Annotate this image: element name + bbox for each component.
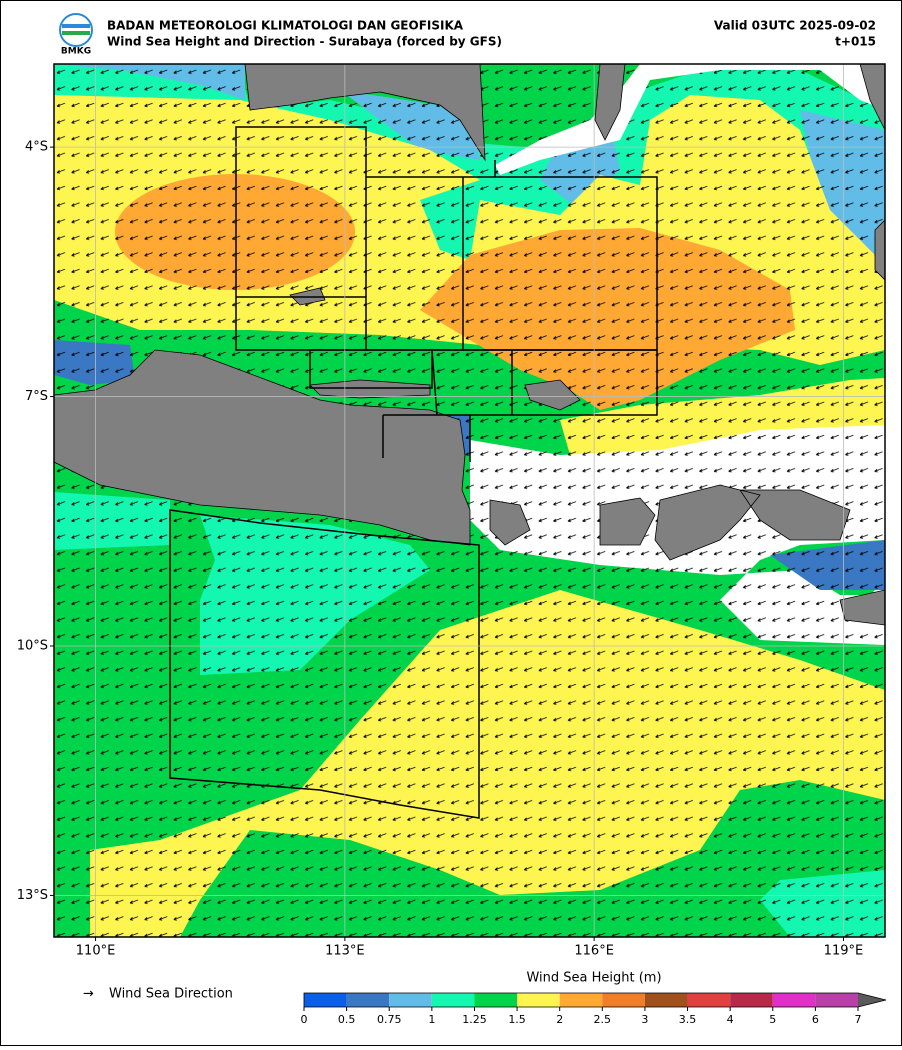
- colorbar-tick-label: 0: [301, 1013, 308, 1026]
- colorbar-outline: [303, 992, 887, 1008]
- x-tick-label: 110°E: [76, 944, 116, 959]
- y-tick-label: 7°S: [25, 389, 48, 404]
- logo: BMKG: [59, 13, 93, 57]
- small-islands: [289, 287, 581, 411]
- y-tick-label: 4°S: [25, 140, 48, 155]
- gridlines: [54, 64, 885, 937]
- legend-label: Wind Sea Direction: [109, 987, 233, 1002]
- colorbar-swatch: [687, 993, 731, 1007]
- land-north: [594, 64, 885, 281]
- madura: [309, 379, 431, 399]
- valid-time: Valid 03UTC 2025-09-02: [714, 19, 876, 33]
- lead-time: t+015: [835, 35, 876, 49]
- colorbar: 0 0.5 0.75 1 1.25 1.5 2 2.5 3 3.5 4 5 6 7: [301, 992, 887, 1026]
- colorbar-extension: [858, 993, 886, 1007]
- colorbar-title: Wind Sea Height (m): [526, 971, 661, 986]
- colorbar-tick-label: 4: [727, 1013, 734, 1026]
- colorbar-swatch: [431, 993, 475, 1007]
- colorbar-tick-label: 2.5: [594, 1013, 612, 1026]
- colorbar-swatch: [517, 993, 560, 1007]
- colorbar-swatch: [815, 993, 858, 1007]
- forecast-zones: [169, 126, 658, 819]
- y-tick-label: 10°S: [17, 639, 48, 654]
- colorbar-tick-label: 1.25: [462, 1013, 487, 1026]
- colorbar-swatch: [602, 993, 645, 1007]
- colorbar-swatch: [346, 993, 390, 1007]
- colorbar-tick-label: 2: [556, 1013, 563, 1026]
- colorbar-swatch: [772, 993, 816, 1007]
- colorbar-tick-label: 6: [812, 1013, 819, 1026]
- colorbar-tick-label: 1.5: [508, 1013, 526, 1026]
- y-tick-label: 13°S: [17, 888, 48, 903]
- colorbar-swatch: [389, 993, 432, 1007]
- x-tick-label: 119°E: [824, 944, 864, 959]
- x-tick-label: 116°E: [574, 944, 614, 959]
- kalimantan: [244, 64, 486, 162]
- colorbar-swatch: [559, 993, 603, 1007]
- map-frame: [53, 63, 886, 938]
- x-tick-label: 113°E: [325, 944, 365, 959]
- logo-text: BMKG: [61, 47, 91, 57]
- colorbar-swatch: [474, 993, 518, 1007]
- java: [54, 349, 471, 546]
- no-data-north: [495, 64, 885, 175]
- colorbar-swatch: [644, 993, 688, 1007]
- colorbar-tick-label: 0.75: [377, 1013, 402, 1026]
- map-area: [54, 64, 885, 937]
- org-name: BADAN METEOROLOGI KLIMATOLOGI DAN GEOFIS…: [107, 19, 464, 33]
- colorbar-swatch: [730, 993, 773, 1007]
- colorbar-swatch: [304, 993, 347, 1007]
- colorbar-tick-label: 3: [641, 1013, 648, 1026]
- nusa-tenggara: [489, 484, 885, 626]
- legend-symbol: →: [83, 987, 94, 1002]
- colorbar-tick-label: 1: [428, 1013, 435, 1026]
- colorbar-tick-label: 7: [855, 1013, 862, 1026]
- axis-ticks: 110°E 113°E 116°E 119°E 4°S 7°S 10°S 13°S: [17, 140, 864, 959]
- colorbar-tick-label: 3.5: [679, 1013, 697, 1026]
- colorbar-tick-label: 5: [769, 1013, 776, 1026]
- chart-title: Wind Sea Height and Direction - Surabaya…: [107, 35, 502, 49]
- land: [54, 64, 885, 626]
- colorbar-tick-label: 0.5: [338, 1013, 356, 1026]
